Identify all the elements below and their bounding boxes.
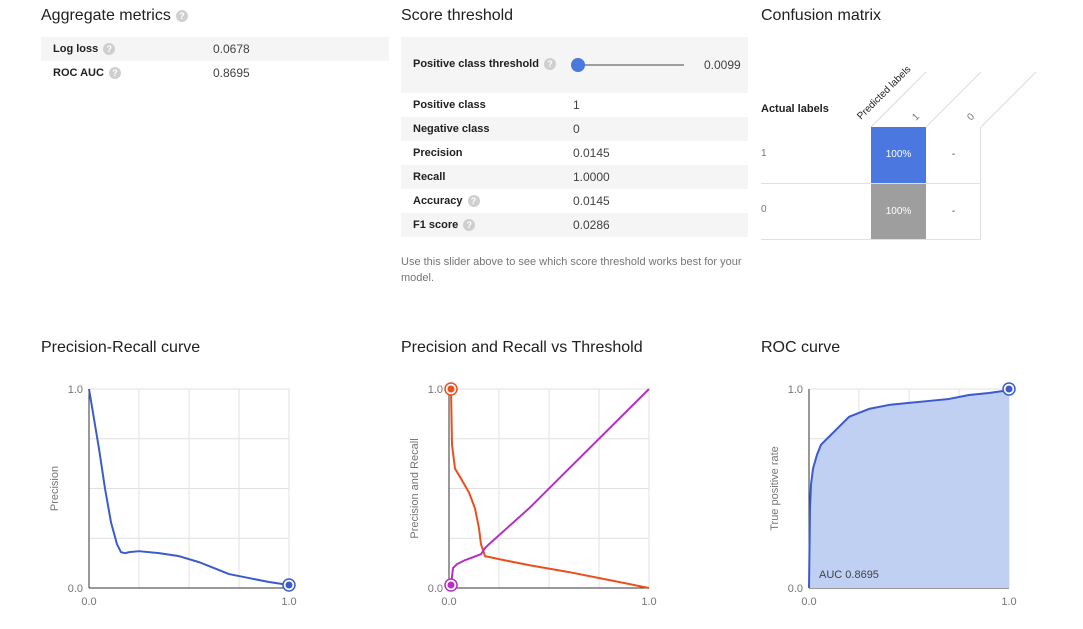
metric-label: Log loss [53,43,99,55]
col-label-0: 0 [965,111,977,123]
slider-label: Positive class threshold [413,58,539,70]
series-line [450,388,650,589]
aggregate-metrics-heading: Aggregate metrics [41,7,171,24]
point-marker-dot [1005,385,1013,393]
point-marker-dot [447,385,455,393]
threshold-row-value: 1.0000 [573,170,610,184]
threshold-row: F1 score? 0.0286 [401,213,748,237]
cell-tp: 100% [871,127,926,183]
threshold-row: Precision 0.0145 [401,141,748,165]
threshold-row-label: Positive class [413,99,486,111]
y-tick-label: 0.0 [68,583,83,595]
y-tick-label: 1.0 [788,384,803,396]
threshold-note: Use this slider above to see which score… [401,256,742,284]
chart-title-threshold: Precision and Recall vs Threshold [401,339,643,356]
series-line [88,388,290,587]
y-tick-label: 1.0 [68,384,83,396]
threshold-row-label: Accuracy [413,195,463,207]
help-icon[interactable]: ? [103,43,116,56]
threshold-row-value: 0.0286 [573,218,610,232]
y-axis-label: True positive rate [769,446,781,531]
auc-annotation: AUC 0.8695 [819,569,879,581]
series-area [809,389,1009,588]
chart-title-roc: ROC curve [761,339,841,356]
series-line [450,388,650,586]
help-icon[interactable]: ? [175,9,188,22]
x-tick-label: 0.0 [801,596,816,608]
threshold-row-value: 0.0145 [573,146,610,160]
threshold-slider-track[interactable] [577,64,684,66]
y-tick-label: 0.0 [428,583,443,595]
x-tick-label: 1.0 [641,596,656,608]
chart-title-pr: Precision-Recall curve [41,339,201,356]
threshold-row-label: Recall [413,171,446,183]
grid [89,388,290,588]
x-tick-label: 0.0 [441,596,456,608]
x-tick-label: 0.0 [81,596,96,608]
metric-label: ROC AUC [53,67,104,79]
threshold-row-label: Negative class [413,123,490,135]
threshold-slider-thumb[interactable] [571,58,586,72]
cell-fn: - [951,149,956,160]
row-label-1: 1 [761,148,767,159]
threshold-slider-row: Positive class threshold? 0.0099 [401,37,748,93]
threshold-row-value: 0.0145 [573,194,610,208]
col-label-1: 1 [910,111,922,123]
y-tick-label: 1.0 [428,384,443,396]
threshold-row: Negative class 0 [401,117,748,141]
threshold-row-label: F1 score [413,219,459,231]
threshold-row-value: 1 [573,98,580,112]
y-axis-label: Precision [49,466,61,511]
confusion-grid: 1 0 100% - 100% - [761,127,981,240]
y-axis-label: Precision and Recall [409,438,421,538]
metric-row-log-loss: Log loss? 0.0678 [41,37,389,61]
precision-recall-threshold-chart: 0.0 1.0 0.0 1.0 Precision and Recall [409,382,657,608]
help-icon[interactable]: ? [467,195,480,208]
x-tick-label: 1.0 [281,596,296,608]
help-icon[interactable]: ? [108,67,121,80]
threshold-row: Accuracy? 0.0145 [401,189,748,213]
confusion-matrix-title: Confusion matrix [761,7,882,24]
help-icon[interactable]: ? [463,219,476,232]
x-tick-label: 1.0 [1001,596,1016,608]
help-icon[interactable]: ? [543,58,556,71]
metric-value: 0.8695 [213,66,250,80]
precision-recall-chart: 0.0 1.0 0.0 1.0 Precision [49,384,297,608]
actual-labels-heading: Actual labels [761,103,829,115]
series-line [808,388,1010,589]
y-tick-label: 0.0 [788,583,803,595]
roc-chart: 0.0 1.0 0.0 1.0 True positive rate AUC 0.8695 [769,382,1017,608]
point-marker-dot [447,581,455,589]
metric-value: 0.0678 [213,42,250,56]
threshold-row: Positive class 1 [401,93,748,117]
cell-fp: 100% [871,184,926,239]
aggregate-metrics-title: Aggregate metrics? [41,7,188,25]
row-label-0: 0 [761,204,767,215]
point-marker-dot [285,581,293,589]
slider-value: 0.0099 [704,58,741,72]
confusion-matrix-header: Predicted labels 1 0 [855,64,1037,128]
cell-tn: - [951,206,956,217]
metric-row-roc-auc: ROC AUC? 0.8695 [41,61,389,85]
threshold-row: Recall 1.0000 [401,165,748,189]
threshold-row-label: Precision [413,147,463,159]
threshold-row-value: 0 [573,122,580,136]
score-threshold-title: Score threshold [401,7,514,24]
